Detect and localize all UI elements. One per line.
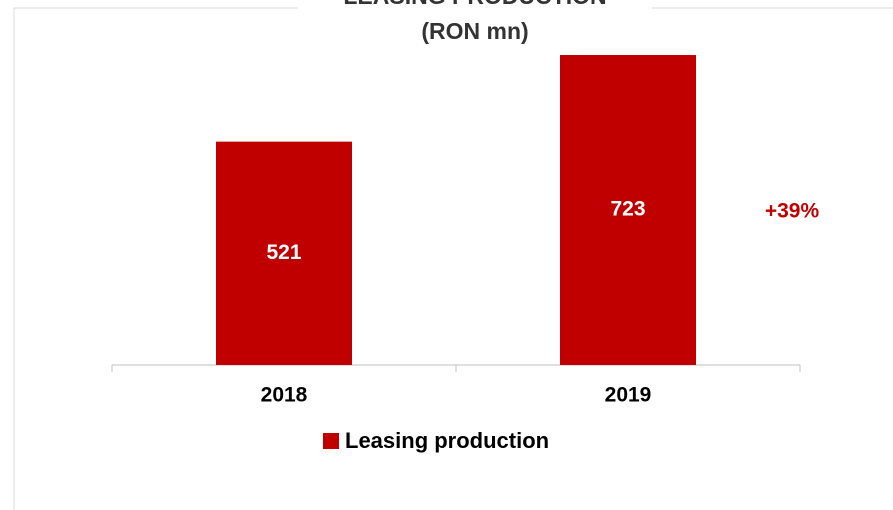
value-label: 521 bbox=[266, 241, 301, 264]
annotation: +39% bbox=[765, 200, 820, 223]
chart-title: LEASING PRODUCTION bbox=[343, 0, 606, 9]
chart-subtitle: (RON mn) bbox=[421, 18, 528, 44]
bar bbox=[560, 55, 696, 366]
x-tick-label: 2018 bbox=[261, 384, 308, 407]
x-tick-label: 2019 bbox=[605, 384, 652, 407]
legend-swatch bbox=[323, 433, 339, 449]
value-label: 723 bbox=[610, 198, 645, 221]
legend-label: Leasing production bbox=[345, 428, 549, 453]
frame bbox=[13, 7, 893, 510]
bar bbox=[216, 141, 352, 365]
